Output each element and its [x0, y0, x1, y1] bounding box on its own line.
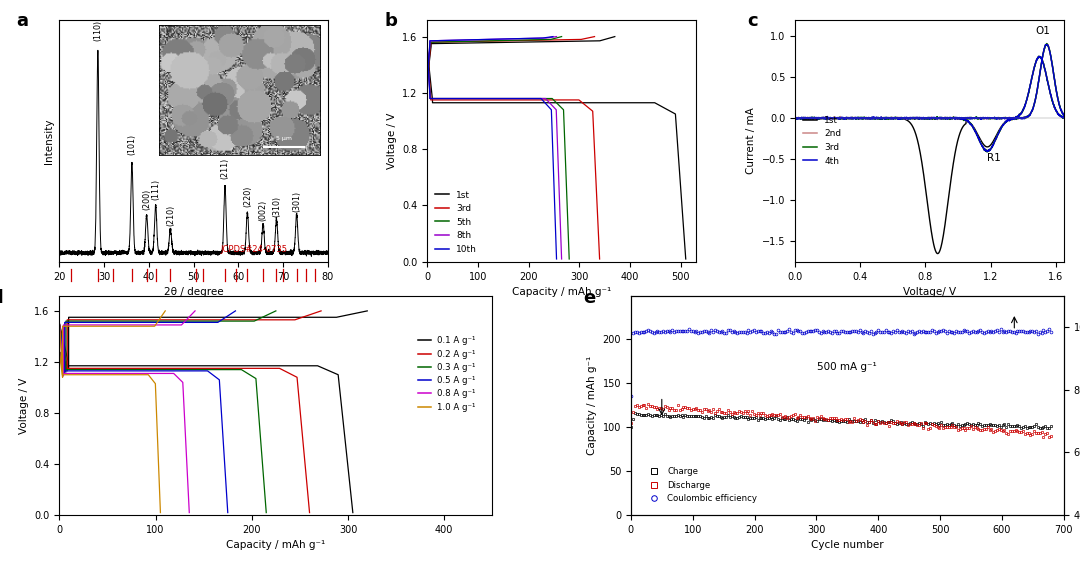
- X-axis label: Capacity / mAh g⁻¹: Capacity / mAh g⁻¹: [512, 287, 611, 297]
- Text: (220): (220): [243, 186, 252, 207]
- Y-axis label: Current / mA: Current / mA: [746, 108, 756, 174]
- Text: O1: O1: [1036, 26, 1050, 37]
- Legend: 1st, 2nd, 3rd, 4th: 1st, 2nd, 3rd, 4th: [800, 113, 845, 169]
- Y-axis label: Capacity / mAh g⁻¹: Capacity / mAh g⁻¹: [588, 356, 597, 455]
- X-axis label: 2θ / degree: 2θ / degree: [164, 287, 224, 297]
- Legend: 1st, 3rd, 5th, 8th, 10th: 1st, 3rd, 5th, 8th, 10th: [432, 187, 481, 257]
- Text: (002): (002): [258, 200, 268, 221]
- Text: b: b: [384, 12, 397, 30]
- Text: c: c: [747, 12, 757, 30]
- Y-axis label: Voltage / V: Voltage / V: [387, 113, 396, 169]
- Text: 500 mA g⁻¹: 500 mA g⁻¹: [818, 362, 877, 372]
- Text: (310): (310): [272, 195, 281, 217]
- Text: JCPDS#24-0735: JCPDS#24-0735: [220, 245, 287, 254]
- Legend: Charge, Discharge, Coulombic efficiency: Charge, Discharge, Coulombic efficiency: [644, 464, 760, 507]
- Text: (111): (111): [151, 179, 160, 200]
- Y-axis label: Voltage / V: Voltage / V: [18, 377, 29, 434]
- X-axis label: Capacity / mAh g⁻¹: Capacity / mAh g⁻¹: [226, 540, 325, 551]
- Text: (210): (210): [166, 205, 175, 226]
- X-axis label: Cycle number: Cycle number: [811, 540, 883, 551]
- Legend: 0.1 A g⁻¹, 0.2 A g⁻¹, 0.3 A g⁻¹, 0.5 A g⁻¹, 0.8 A g⁻¹, 1.0 A g⁻¹: 0.1 A g⁻¹, 0.2 A g⁻¹, 0.3 A g⁻¹, 0.5 A g…: [414, 333, 480, 415]
- Text: (211): (211): [220, 158, 230, 178]
- Text: (200): (200): [143, 189, 151, 209]
- Text: (301): (301): [292, 191, 301, 212]
- Text: R1: R1: [987, 153, 1001, 163]
- Text: (110): (110): [93, 20, 103, 41]
- Text: e: e: [583, 289, 595, 307]
- Y-axis label: Intensity: Intensity: [44, 118, 54, 163]
- Text: d: d: [0, 289, 3, 307]
- X-axis label: Voltage/ V: Voltage/ V: [903, 287, 956, 297]
- Text: a: a: [16, 12, 28, 30]
- Text: (101): (101): [127, 134, 136, 155]
